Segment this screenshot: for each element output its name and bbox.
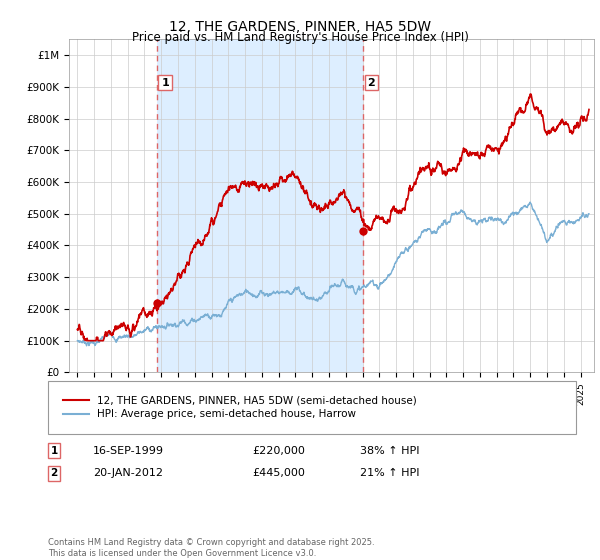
Text: Price paid vs. HM Land Registry's House Price Index (HPI): Price paid vs. HM Land Registry's House …	[131, 31, 469, 44]
Text: 38% ↑ HPI: 38% ↑ HPI	[360, 446, 419, 456]
Text: £445,000: £445,000	[252, 468, 305, 478]
Legend: 12, THE GARDENS, PINNER, HA5 5DW (semi-detached house), HPI: Average price, semi: 12, THE GARDENS, PINNER, HA5 5DW (semi-d…	[58, 391, 421, 424]
Text: 2: 2	[368, 77, 376, 87]
Text: 16-SEP-1999: 16-SEP-1999	[93, 446, 164, 456]
Text: 21% ↑ HPI: 21% ↑ HPI	[360, 468, 419, 478]
Text: 1: 1	[161, 77, 169, 87]
FancyBboxPatch shape	[48, 381, 576, 434]
Text: 1: 1	[50, 446, 58, 456]
Text: 2: 2	[50, 468, 58, 478]
Text: Contains HM Land Registry data © Crown copyright and database right 2025.
This d: Contains HM Land Registry data © Crown c…	[48, 538, 374, 558]
Text: £220,000: £220,000	[252, 446, 305, 456]
Text: 20-JAN-2012: 20-JAN-2012	[93, 468, 163, 478]
Bar	[157, 39, 364, 372]
Text: 12, THE GARDENS, PINNER, HA5 5DW: 12, THE GARDENS, PINNER, HA5 5DW	[169, 20, 431, 34]
